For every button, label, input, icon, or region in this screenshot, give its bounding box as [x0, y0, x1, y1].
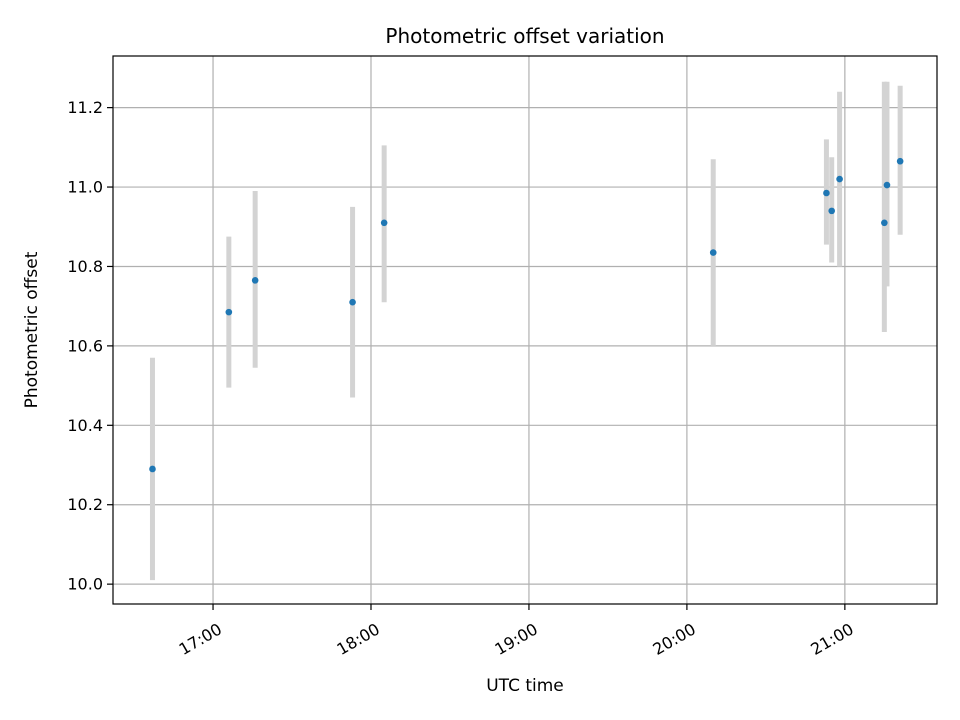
- data-point: [225, 308, 233, 316]
- x-axis-title: UTC time: [486, 676, 564, 696]
- plot-frame: [112, 55, 938, 605]
- grid: [113, 56, 937, 604]
- y-tick-label: 10.4: [67, 416, 103, 435]
- y-tick-label: 10.6: [67, 336, 103, 355]
- y-axis: 10.0 10.2 10.4 10.6 10.8 11.0 11.2: [67, 98, 113, 594]
- data-point: [823, 189, 830, 197]
- data-point: [709, 249, 717, 256]
- data-point: [251, 277, 259, 284]
- data-point: [380, 219, 388, 227]
- y-tick-label: 10.2: [67, 495, 103, 514]
- y-tick-label: 10.0: [67, 575, 103, 594]
- y-tick-label: 11.0: [67, 178, 103, 197]
- y-tick-label: 11.2: [67, 98, 103, 117]
- data-point: [881, 219, 888, 227]
- y-tick-label: 10.8: [67, 257, 103, 276]
- data-points: [149, 157, 904, 473]
- data-point: [896, 157, 904, 165]
- data-point: [883, 181, 891, 189]
- data-point: [828, 207, 835, 215]
- chart-title: Photometric offset variation: [385, 24, 664, 48]
- data-point: [349, 298, 356, 306]
- y-axis-title: Photometric offset: [22, 251, 42, 408]
- data-point: [836, 175, 843, 183]
- data-point: [149, 465, 156, 473]
